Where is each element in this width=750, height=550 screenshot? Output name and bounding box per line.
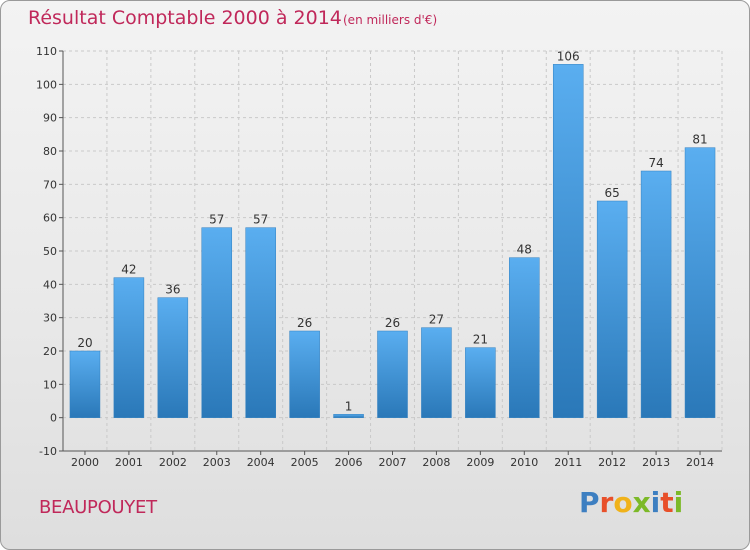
x-tick-label: 2005 [291,456,319,469]
value-label: 21 [473,333,488,347]
value-label: 26 [297,316,312,330]
y-tick-label: 50 [43,245,57,258]
bar [465,347,496,418]
bar [684,147,716,418]
x-tick-label: 2003 [203,456,231,469]
value-label: 26 [385,316,400,330]
y-tick-label: 60 [43,212,57,225]
y-tick-label: 70 [43,178,57,191]
bar [201,227,233,418]
bar [552,64,584,418]
logo-letter: i [650,486,661,519]
value-label: 42 [121,263,136,277]
bar [69,350,101,418]
x-tick-label: 2011 [554,456,582,469]
y-tick-label: 20 [43,345,57,358]
y-tick-label: 40 [43,278,57,291]
x-tick-label: 2007 [379,456,407,469]
x-tick-label: 2001 [115,456,143,469]
x-tick-label: 2002 [159,456,187,469]
y-tick-label: 80 [43,145,57,158]
logo-letter: r [599,486,614,519]
x-tick-label: 2004 [247,456,275,469]
value-label: 106 [557,49,580,63]
value-label: 81 [692,133,707,147]
logo-letter: o [613,486,633,519]
x-tick-label: 2014 [686,456,714,469]
value-label: 48 [517,243,532,257]
value-label: 57 [253,213,268,227]
x-tick-label: 2000 [71,456,99,469]
value-label: 65 [605,186,620,200]
proxiti-logo[interactable]: Proxiti [579,486,683,519]
logo-letter: i [673,486,684,519]
y-tick-label: 10 [43,378,57,391]
logo-letter: t [660,486,674,519]
value-label: 74 [648,156,663,170]
y-tick-label: 100 [36,78,57,91]
x-tick-label: 2009 [466,456,494,469]
axes: -10 0 10 20 30 40 50 60 70 80 90 100 110 2000 2001 2002… [36,45,722,469]
chart-subtitle: (en milliers d'€) [343,13,438,27]
x-tick-label: 2013 [642,456,670,469]
bar [377,330,408,418]
bar [596,200,628,418]
chart-title: Résultat Comptable 2000 à 2014 [28,7,342,29]
logo-letter: x [632,486,651,519]
bar [421,327,452,418]
bar [333,414,364,418]
value-label: 57 [209,213,224,227]
x-tick-label: 2008 [422,456,450,469]
logo-letter: P [579,486,600,519]
bar [157,297,189,418]
bar [509,257,540,418]
bar [113,277,145,418]
x-tick-label: 2006 [335,456,363,469]
bar [245,227,276,418]
y-tick-label: 0 [50,412,57,425]
value-label: 36 [165,283,180,297]
y-tick-label: 30 [43,312,57,325]
bars [69,64,716,418]
value-label: 20 [77,336,92,350]
x-tick-label: 2012 [598,456,626,469]
commune-name: BEAUPOUYET [39,497,157,518]
bar [640,170,672,418]
value-label: 27 [429,313,444,327]
labels: 20 42 36 57 57 26 1 26 27 21 48 106 65 74 81 [77,49,707,413]
x-tick-label: 2010 [510,456,538,469]
y-tick-label: 90 [43,112,57,125]
y-tick-label: -10 [39,445,57,458]
y-tick-label: 110 [36,45,57,58]
bar [289,330,320,418]
value-label: 1 [345,399,353,413]
